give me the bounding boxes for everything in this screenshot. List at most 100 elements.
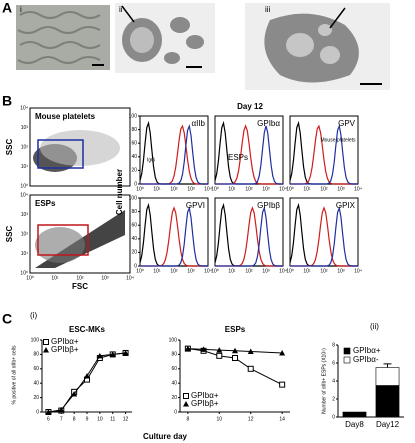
annotation: IgG xyxy=(147,157,155,163)
micrograph xyxy=(16,5,110,70)
x-tick-label: 10⁴ xyxy=(126,275,134,281)
y-tick-label: 8 xyxy=(332,342,335,348)
x-tick-label: 10³ xyxy=(101,275,109,281)
panel-label: A xyxy=(2,0,12,16)
x-tick-label: 10⁰ xyxy=(211,268,219,274)
x-tick-label: 10⁴ xyxy=(204,186,212,192)
y-tick-label: 10¹ xyxy=(21,164,29,170)
y-tick-label: 0 xyxy=(332,414,335,420)
histogram-title: GPIbβ xyxy=(257,201,280,210)
x-tick-label: 10³ xyxy=(337,268,345,274)
x-tick-label: Day8 xyxy=(345,420,364,429)
x-tick-label: 10¹ xyxy=(153,268,161,274)
histogram-title: GPIX xyxy=(336,201,356,210)
y-tick-label: 80 xyxy=(33,352,39,358)
axis-label: % positive of all αIIb+ cells xyxy=(11,345,17,404)
x-tick-label: 10³ xyxy=(262,186,270,192)
y-tick-label: 60 xyxy=(171,366,177,372)
marker xyxy=(109,351,116,357)
x-tick-label: 6 xyxy=(47,416,50,422)
sub-label: (i) xyxy=(30,311,37,320)
y-tick-label: 4 xyxy=(332,378,335,384)
y-tick-label: 20 xyxy=(131,168,137,174)
y-tick-label: 60 xyxy=(131,141,137,147)
y-tick-label: 20 xyxy=(131,250,137,256)
vesicle xyxy=(318,24,332,36)
histogram-curve xyxy=(140,205,208,267)
gate xyxy=(37,224,89,256)
cell xyxy=(170,17,190,33)
legend-label: GPIbβ+ xyxy=(51,345,79,354)
histogram-curve xyxy=(215,125,283,185)
y-tick-label: 10² xyxy=(21,144,29,150)
y-tick-label: 100 xyxy=(129,113,138,119)
x-tick-label: 10⁰ xyxy=(136,186,144,192)
x-tick-label: 10⁰ xyxy=(286,186,294,192)
x-tick-label: 10³ xyxy=(187,186,195,192)
y-tick-label: 0 xyxy=(174,409,177,415)
y-tick-label: 20 xyxy=(33,395,39,401)
x-tick-label: 10⁰ xyxy=(211,186,219,192)
x-tick-label: 10³ xyxy=(187,268,195,274)
marker xyxy=(45,409,52,415)
x-tick-label: 10⁴ xyxy=(354,186,362,192)
x-tick-label: 8 xyxy=(186,416,189,422)
y-tick-label: 10³ xyxy=(21,125,29,131)
title: Day 12 xyxy=(237,102,263,111)
legend-label: GPIbα+ xyxy=(51,337,79,346)
marker xyxy=(232,347,238,354)
x-tick-label: 10¹ xyxy=(228,186,236,192)
gate-label: ESPs xyxy=(35,199,56,208)
marker xyxy=(279,381,286,388)
annotation: Mouse platelets xyxy=(320,137,356,143)
histogram-title: GPV xyxy=(338,119,356,128)
x-tick-label: 10⁰ xyxy=(136,268,144,274)
x-tick-label: 10² xyxy=(320,268,328,274)
histogram-title: GPIbα xyxy=(257,119,280,128)
vesicle xyxy=(320,46,340,64)
annotation: ESPs xyxy=(228,153,248,162)
x-tick-label: 7 xyxy=(60,416,63,422)
y-tick-label: 80 xyxy=(131,127,137,133)
arrow xyxy=(329,7,346,29)
series-line xyxy=(187,348,283,386)
marker xyxy=(184,345,191,352)
y-tick-label: 40 xyxy=(131,154,137,160)
axis-label: SSC xyxy=(5,139,14,156)
x-tick-label: 10⁰ xyxy=(26,275,34,281)
series-line xyxy=(187,348,283,354)
y-tick-label: 80 xyxy=(171,352,177,358)
x-tick-label: 10⁴ xyxy=(279,268,287,274)
x-tick-label: 10³ xyxy=(262,268,270,274)
x-tick-label: 10² xyxy=(320,186,328,192)
chart-title: ESC-MKs xyxy=(69,325,106,334)
marker xyxy=(58,406,65,413)
x-tick-label: 10¹ xyxy=(303,186,311,192)
scale-bar xyxy=(92,64,104,66)
dynamic: Mouse platelets 10⁰ 10¹ 10² 10³ 10⁴ SSC ESPs 10⁰… xyxy=(5,102,404,441)
scale-bar xyxy=(186,66,202,68)
cell xyxy=(130,27,154,53)
x-tick-label: 10 xyxy=(97,416,103,422)
x-tick-label: 10¹ xyxy=(153,186,161,192)
dot-cloud xyxy=(35,227,85,263)
marker xyxy=(183,401,189,407)
x-tick-label: 10¹ xyxy=(228,268,236,274)
axis-label: Number of αIIb+ ESPs (X10⁵) xyxy=(321,348,327,414)
bar xyxy=(375,367,400,386)
marker xyxy=(247,348,254,355)
legend-label: GPIbα+ xyxy=(353,346,381,355)
y-tick-label: 10¹ xyxy=(21,251,29,257)
bar xyxy=(342,412,367,418)
histogram-title: GPVI xyxy=(186,201,205,210)
y-tick-label: 10⁴ xyxy=(20,105,28,111)
marker xyxy=(122,349,129,356)
legend-label: GPIbα+ xyxy=(191,391,219,400)
y-tick-label: 40 xyxy=(33,381,39,387)
legend-swatch xyxy=(343,356,351,364)
x-tick-label: 9 xyxy=(86,416,89,422)
marker xyxy=(43,339,49,345)
x-tick-label: 10² xyxy=(245,186,253,192)
legend-label: GPIbβ+ xyxy=(191,399,219,408)
